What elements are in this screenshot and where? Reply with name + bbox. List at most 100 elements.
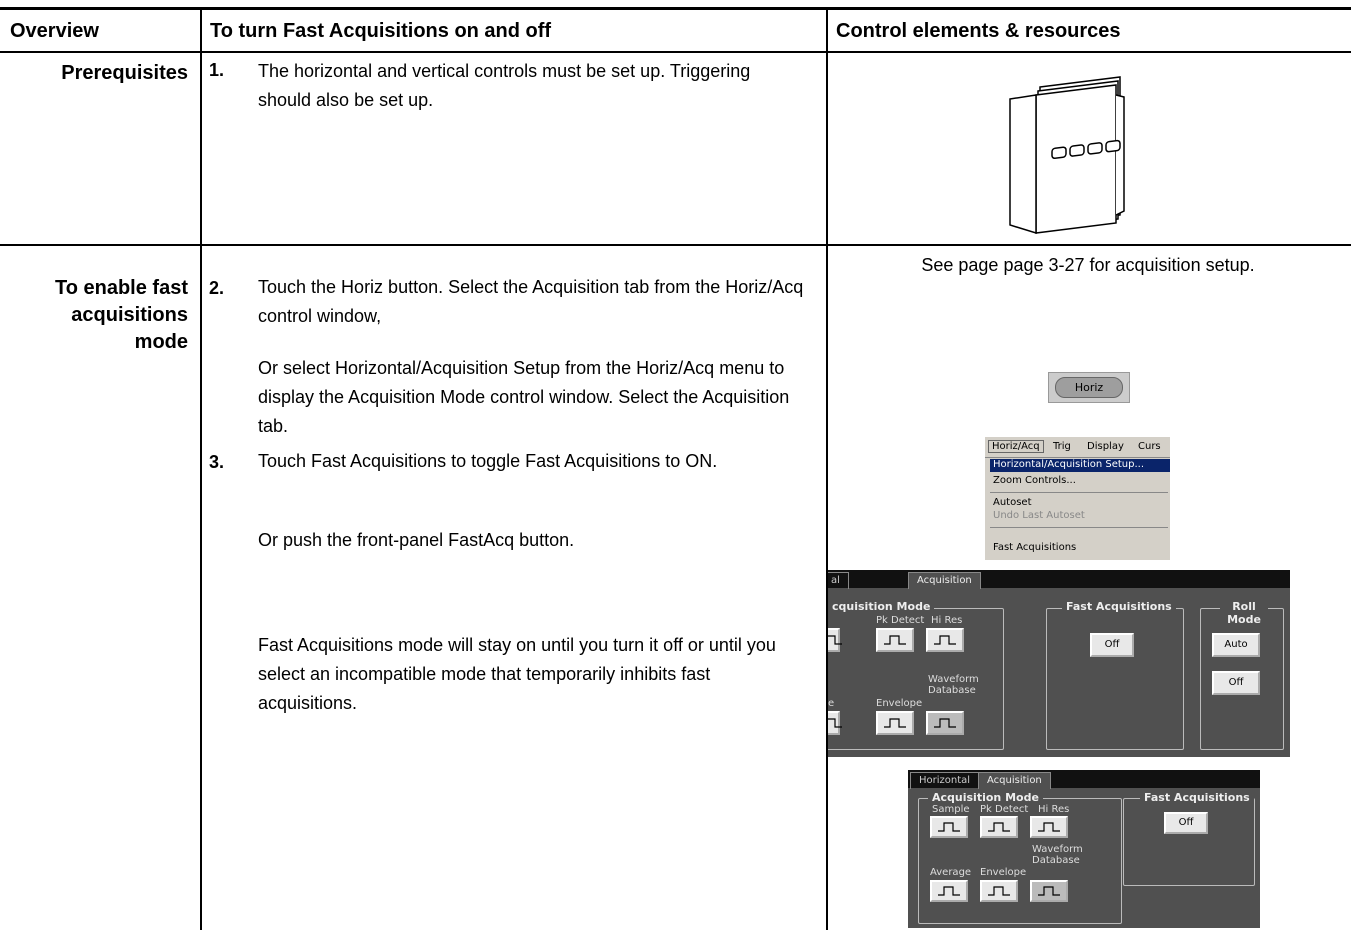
mode-label: e [828,698,835,709]
header-cell: Overview [10,20,99,42]
mode-label: Hi Res [931,615,963,626]
manual-icon [1009,76,1125,235]
waveform-glyph [884,718,906,728]
tab: Horizontal [910,772,980,789]
button-frame: Horiz [1048,372,1130,403]
row-label: To enable fast acquisitions mode [55,277,188,353]
mode-button [930,816,968,838]
header-cell: Control elements & resources [836,20,1121,42]
horiz-button: Horiz [1055,377,1123,398]
top-rule [0,7,1351,10]
waveform-line [988,886,1010,896]
fast-acq-button: Off [1164,812,1208,834]
fast-acq-button: Off [1090,633,1134,657]
mode-label: Average [930,867,972,878]
step-text: Fast Acquisitions mode will stay on unti… [258,635,776,713]
mode-label: Hi Res [1038,804,1070,815]
waveform-line [884,718,906,728]
mode-button [828,711,842,735]
group-label: Fast Acquisitions [1140,791,1254,804]
menu-bar-item: Display [1087,441,1124,452]
waveform-glyph [1038,886,1060,896]
menu-screenshot: Horiz/Acq Trig Display Curs Horizontal/A… [985,437,1170,560]
waveform-line [884,635,906,645]
waveform-line [934,635,956,645]
tab: Acquisition [908,572,981,589]
menu-separator [990,492,1168,493]
column-rule [200,9,202,930]
waveform-line [828,635,842,645]
tab: Acquisition [978,772,1051,789]
mode-label: Pk Detect [980,804,1029,815]
menu-bar [985,437,1170,458]
waveform-glyph [938,886,960,896]
roll-button: Off [1212,671,1260,695]
waveform-line [938,822,960,832]
header-cell: To turn Fast Acquisitions on and off [210,20,552,42]
row-rule [0,244,1351,246]
menu-item: Horizontal/Acquisition Setup... [993,459,1145,470]
mode-label: Envelope [876,698,923,709]
step-text: Or select Horizontal/Acquisition Setup f… [258,358,790,436]
mode-button [926,628,964,652]
group-box [1046,608,1184,750]
mode-button [930,880,968,902]
waveform-glyph [884,635,906,645]
row-label: Prerequisites [61,62,188,84]
mode-button [980,816,1018,838]
column-rule [826,9,828,930]
mode-label: Sample [932,804,970,815]
waveform-line [938,886,960,896]
mode-label: Waveform Database [928,674,979,696]
mode-label: Waveform Database [1032,844,1083,866]
waveform-glyph [828,635,842,645]
step-text: The horizontal and vertical controls mus… [258,61,751,110]
resource-caption: See page page 3-27 for acquisition setup… [921,255,1255,275]
step-number: 1. [209,60,225,80]
step-text: Touch the Horiz button. Select the Acqui… [258,277,804,326]
waveform-glyph [934,635,956,645]
mode-button [876,628,914,652]
group-label: cquisition Mode [828,600,935,613]
menu-bar-item: Horiz/Acq [988,440,1044,453]
acquisition-panel: al Acquisition cquisition Mode Pk Detect… [828,570,1290,757]
waveform-line [988,822,1010,832]
waveform-glyph [1038,822,1060,832]
mode-button [1030,816,1068,838]
group-label: Fast Acquisitions [1062,600,1176,613]
mode-label: Pk Detect [876,615,925,626]
waveform-glyph [988,822,1010,832]
waveform-glyph [988,886,1010,896]
mode-button [926,711,964,735]
menu-highlight [990,459,1170,472]
step-text: Touch Fast Acquisitions to toggle Fast A… [258,451,718,471]
step-text: Or push the front-panel FastAcq button. [258,530,575,550]
waveform-line [828,718,842,728]
menu-item: Fast Acquisitions [993,542,1077,553]
waveform-line [934,718,956,728]
acquisition-panel: Horizontal Acquisition Acquisition Mode … [908,770,1260,928]
group-label: Roll Mode [1220,600,1268,626]
waveform-glyph [938,822,960,832]
menu-bar-item: Trig [1053,441,1071,452]
menu-separator [990,527,1168,528]
step-number: 2. [209,278,225,298]
step-number: 3. [209,452,225,472]
tab-bar [828,570,1290,588]
mode-button [828,628,842,652]
tab: al [828,572,849,589]
waveform-line [1038,886,1060,896]
waveform-line [1038,822,1060,832]
mode-button [1030,880,1068,902]
group-label: Acquisition Mode [928,791,1043,804]
waveform-glyph [934,718,956,728]
waveform-glyph [828,718,842,728]
roll-button: Auto [1212,633,1260,657]
mode-button [876,711,914,735]
mode-label: Envelope [980,867,1027,878]
menu-item: Autoset [993,497,1032,508]
menu-item: Zoom Controls... [993,475,1076,486]
header-rule [0,51,1351,53]
menu-item: Undo Last Autoset [993,510,1085,521]
